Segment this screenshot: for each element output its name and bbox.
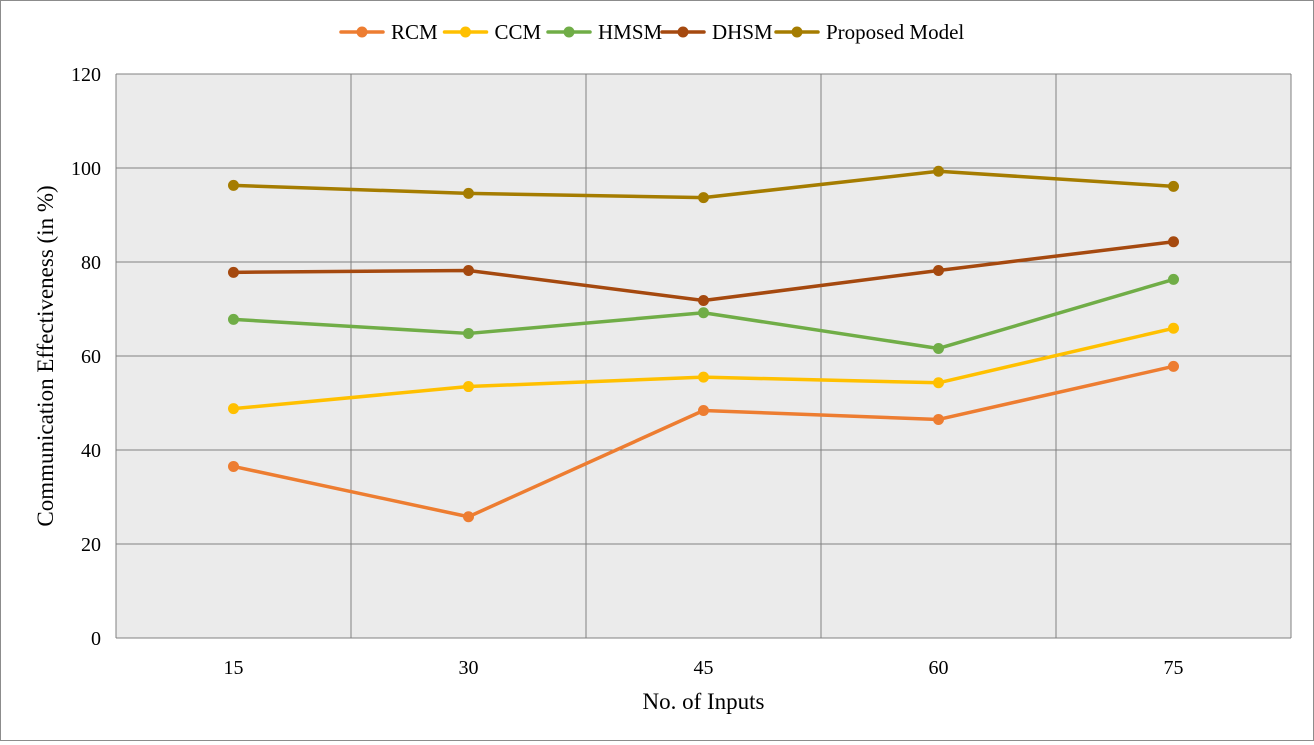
legend-label: HMSM <box>598 20 663 44</box>
legend-label: CCM <box>495 20 542 44</box>
data-point <box>1168 273 1179 285</box>
y-tick-label: 20 <box>81 534 101 556</box>
data-point <box>698 295 709 307</box>
data-point <box>1168 236 1179 248</box>
x-tick-label: 75 <box>1164 657 1184 679</box>
legend-swatch-marker <box>677 26 689 38</box>
y-tick-label: 0 <box>91 628 101 650</box>
grid-lines <box>115 73 1292 639</box>
legend-item: CCM <box>442 20 542 44</box>
data-point <box>698 405 709 417</box>
y-tick-label: 120 <box>71 64 101 86</box>
legend-swatch-marker <box>356 26 368 38</box>
series-proposed-model <box>228 165 1179 204</box>
data-point <box>933 165 944 177</box>
data-point <box>698 192 709 204</box>
y-tick-label: 40 <box>81 440 101 462</box>
data-point <box>933 342 944 354</box>
series-rcm <box>228 360 1179 523</box>
legend: RCM CCM HMSM DHSM Proposed Model <box>339 20 964 44</box>
legend-label: RCM <box>391 20 438 44</box>
legend-label: DHSM <box>712 20 773 44</box>
y-axis-ticks: 0 20 40 60 80 100 120 <box>71 64 101 650</box>
y-tick-label: 80 <box>81 252 101 274</box>
x-tick-label: 45 <box>694 657 714 679</box>
data-point <box>228 266 239 278</box>
series-hmsm <box>228 273 1179 354</box>
data-point <box>463 327 474 339</box>
legend-item: DHSM <box>660 20 773 44</box>
x-tick-label: 15 <box>224 657 244 679</box>
data-point <box>463 511 474 523</box>
data-point <box>228 313 239 325</box>
x-tick-label: 60 <box>929 657 949 679</box>
legend-item: RCM <box>339 20 438 44</box>
legend-item: Proposed Model <box>774 20 964 44</box>
data-point <box>933 377 944 389</box>
legend-swatch-marker <box>563 26 575 38</box>
data-point <box>228 403 239 415</box>
legend-swatch-marker <box>791 26 803 38</box>
x-axis-ticks: 15 30 45 60 75 <box>224 657 1184 679</box>
data-point <box>463 381 474 393</box>
data-point <box>933 413 944 425</box>
series-lines <box>228 165 1179 523</box>
data-point <box>463 187 474 199</box>
legend-label: Proposed Model <box>826 20 964 44</box>
data-point <box>1168 322 1179 334</box>
data-point <box>228 179 239 191</box>
data-point <box>1168 180 1179 192</box>
y-tick-label: 100 <box>71 158 101 180</box>
legend-swatch-marker <box>460 26 471 38</box>
data-point <box>698 307 709 319</box>
series-dhsm <box>228 236 1179 307</box>
series-ccm <box>228 322 1179 415</box>
data-point <box>228 460 239 472</box>
x-axis-title: No. of Inputs <box>642 689 764 714</box>
x-tick-label: 30 <box>459 657 479 679</box>
y-tick-label: 60 <box>81 346 101 368</box>
data-point <box>933 264 944 276</box>
data-point <box>463 264 474 276</box>
data-point <box>698 371 709 383</box>
legend-item: HMSM <box>546 20 663 44</box>
y-axis-title: Communication Effectiveness (in %) <box>33 185 58 526</box>
data-point <box>1168 360 1179 372</box>
